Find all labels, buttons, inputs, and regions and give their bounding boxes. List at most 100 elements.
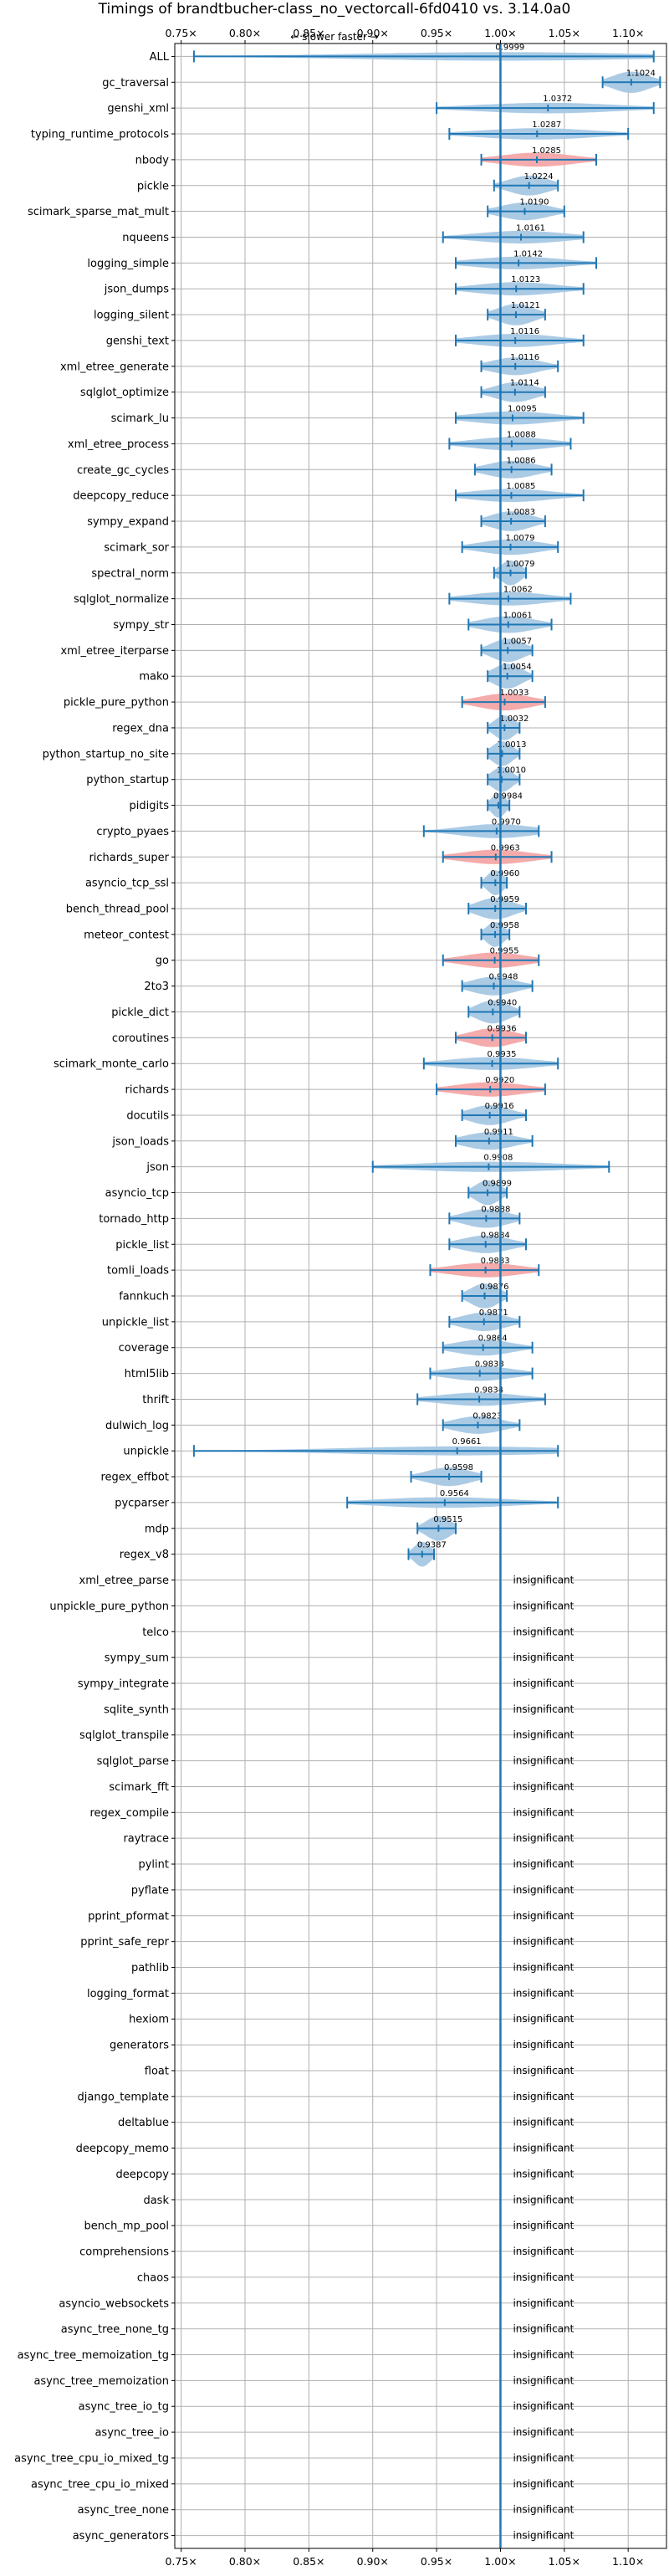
x-tick-label-bottom: 1.10× [612,2555,644,2568]
y-tick-label: async_tree_cpu_io_mixed_tg [14,2452,169,2465]
y-tick-label: unpickle [123,1446,169,1458]
y-tick-label: python_startup_no_site [43,748,169,761]
y-tick-label: scimark_fft [109,1781,169,1794]
y-tick-label: async_generators [73,2530,170,2543]
insignificant-label: insignificant [513,1703,574,1715]
value-label: 0.9958 [490,921,519,930]
insignificant-label: insignificant [513,2478,574,2490]
insignificant-label: insignificant [513,2271,574,2283]
insignificant-label: insignificant [513,1962,574,1974]
y-tick-label: async_tree_none [78,2504,169,2517]
value-label: 1.0010 [497,766,526,776]
value-label: 0.9823 [472,1411,502,1421]
y-tick-label: json [146,1161,169,1174]
y-tick-label: genshi_text [106,335,169,347]
value-label: 0.9661 [452,1437,482,1447]
y-tick-label: async_tree_none_tg [61,2323,169,2336]
value-label: 1.0061 [503,611,533,620]
insignificant-label: insignificant [513,2246,574,2257]
y-tick-label: gc_traversal [102,77,169,90]
y-tick-label: 2to3 [144,981,169,993]
y-tick-label: dulwich_log [105,1420,169,1432]
insignificant-label: insignificant [513,1729,574,1741]
value-label: 1.0285 [532,146,561,156]
y-tick-label: nqueens [122,232,169,244]
y-tick-label: pyflate [131,1884,169,1897]
y-tick-label: generators [110,2040,169,2052]
y-tick-label: logging_simple [87,258,169,270]
y-tick-label: xml_etree_generate [60,361,169,373]
x-tick-label-bottom: 1.00× [484,2555,516,2568]
y-tick-label: unpickle_list [102,1316,169,1329]
insignificant-label: insignificant [513,2297,574,2309]
value-label: 0.9908 [483,1154,513,1163]
insignificant-label: insignificant [513,1575,574,1586]
y-tick-label: scimark_sparse_mat_mult [28,206,169,218]
y-tick-label: asyncio_tcp_ssl [85,878,169,890]
y-tick-label: pylint [138,1859,169,1872]
y-tick-label: meteor_contest [84,929,169,941]
y-tick-label: logging_format [87,1988,169,2000]
y-tick-label: richards_super [89,852,169,864]
insignificant-label: insignificant [513,2530,574,2542]
y-tick-label: pprint_safe_repr [80,1936,169,1949]
insignificant-label: insignificant [513,2426,574,2438]
value-label: 1.0123 [511,275,540,284]
value-label: 0.9564 [440,1489,469,1498]
x-tick-label-top: 1.05× [549,27,580,39]
y-tick-label: raytrace [123,1833,169,1846]
y-tick-label: regex_v8 [120,1549,169,1561]
value-label: 1.0121 [511,301,540,310]
value-label: 1.0287 [532,120,561,130]
insignificant-label: insignificant [513,2323,574,2335]
y-tick-label: xml_etree_parse [79,1575,169,1587]
y-tick-label: pickle_dict [111,1006,169,1019]
y-tick-label: bench_thread_pool [66,904,169,916]
value-label: 1.0013 [497,740,526,750]
x-tick-label-top: 1.10× [612,27,644,39]
insignificant-label: insignificant [513,2220,574,2231]
insignificant-label: insignificant [513,2091,574,2102]
insignificant-label: insignificant [513,2013,574,2025]
value-label: 0.9884 [481,1231,510,1240]
y-tick-label: crypto_pyaes [96,826,169,838]
y-tick-label: pidigits [130,800,170,812]
y-tick-label: dask [143,2194,169,2207]
y-tick-label: nbody [135,154,170,166]
value-label: 1.0142 [513,249,543,259]
y-tick-label: thrift [142,1394,169,1406]
y-tick-label: pprint_pformat [88,1910,169,1923]
insignificant-label: insignificant [513,1936,574,1948]
value-label: 0.9899 [483,1180,512,1189]
x-tick-label-top: 0.95× [421,27,452,39]
y-tick-label: sqlglot_normalize [74,593,169,606]
value-label: 0.9970 [492,817,521,827]
value-label: 0.9959 [490,895,519,904]
value-label: 0.9883 [481,1257,510,1266]
y-tick-label: scimark_monte_carlo [54,1058,169,1071]
y-tick-label: mdp [145,1523,169,1535]
insignificant-label: insignificant [513,1884,574,1896]
insignificant-label: insignificant [513,2400,574,2412]
x-tick-label-bottom: 0.85× [293,2555,324,2568]
y-tick-label: sqlglot_parse [97,1755,169,1768]
x-tick-label-top: 0.80× [229,27,261,39]
y-tick-label: chaos [137,2271,169,2284]
insignificant-label: insignificant [513,2168,574,2179]
value-label: 0.9936 [488,1024,517,1033]
y-tick-label: coroutines [112,1032,169,1045]
y-tick-label: pickle_list [115,1239,169,1252]
y-tick-label: json_loads [111,1135,169,1148]
y-tick-label: pickle [137,180,169,192]
value-label: 0.9963 [491,843,520,853]
insignificant-label: insignificant [513,2117,574,2128]
value-label: 1.0114 [510,379,539,388]
y-tick-label: regex_effbot [100,1472,169,1484]
insignificant-label: insignificant [513,2349,574,2361]
y-tick-label: fannkuch [119,1291,169,1303]
x-tick-label-top: 0.75× [165,27,197,39]
y-tick-label: hexiom [129,2014,169,2026]
insignificant-label: insignificant [513,1987,574,1999]
y-tick-label: async_tree_memoization_tg [18,2349,169,2362]
y-tick-label: async_tree_cpu_io_mixed [31,2478,169,2491]
